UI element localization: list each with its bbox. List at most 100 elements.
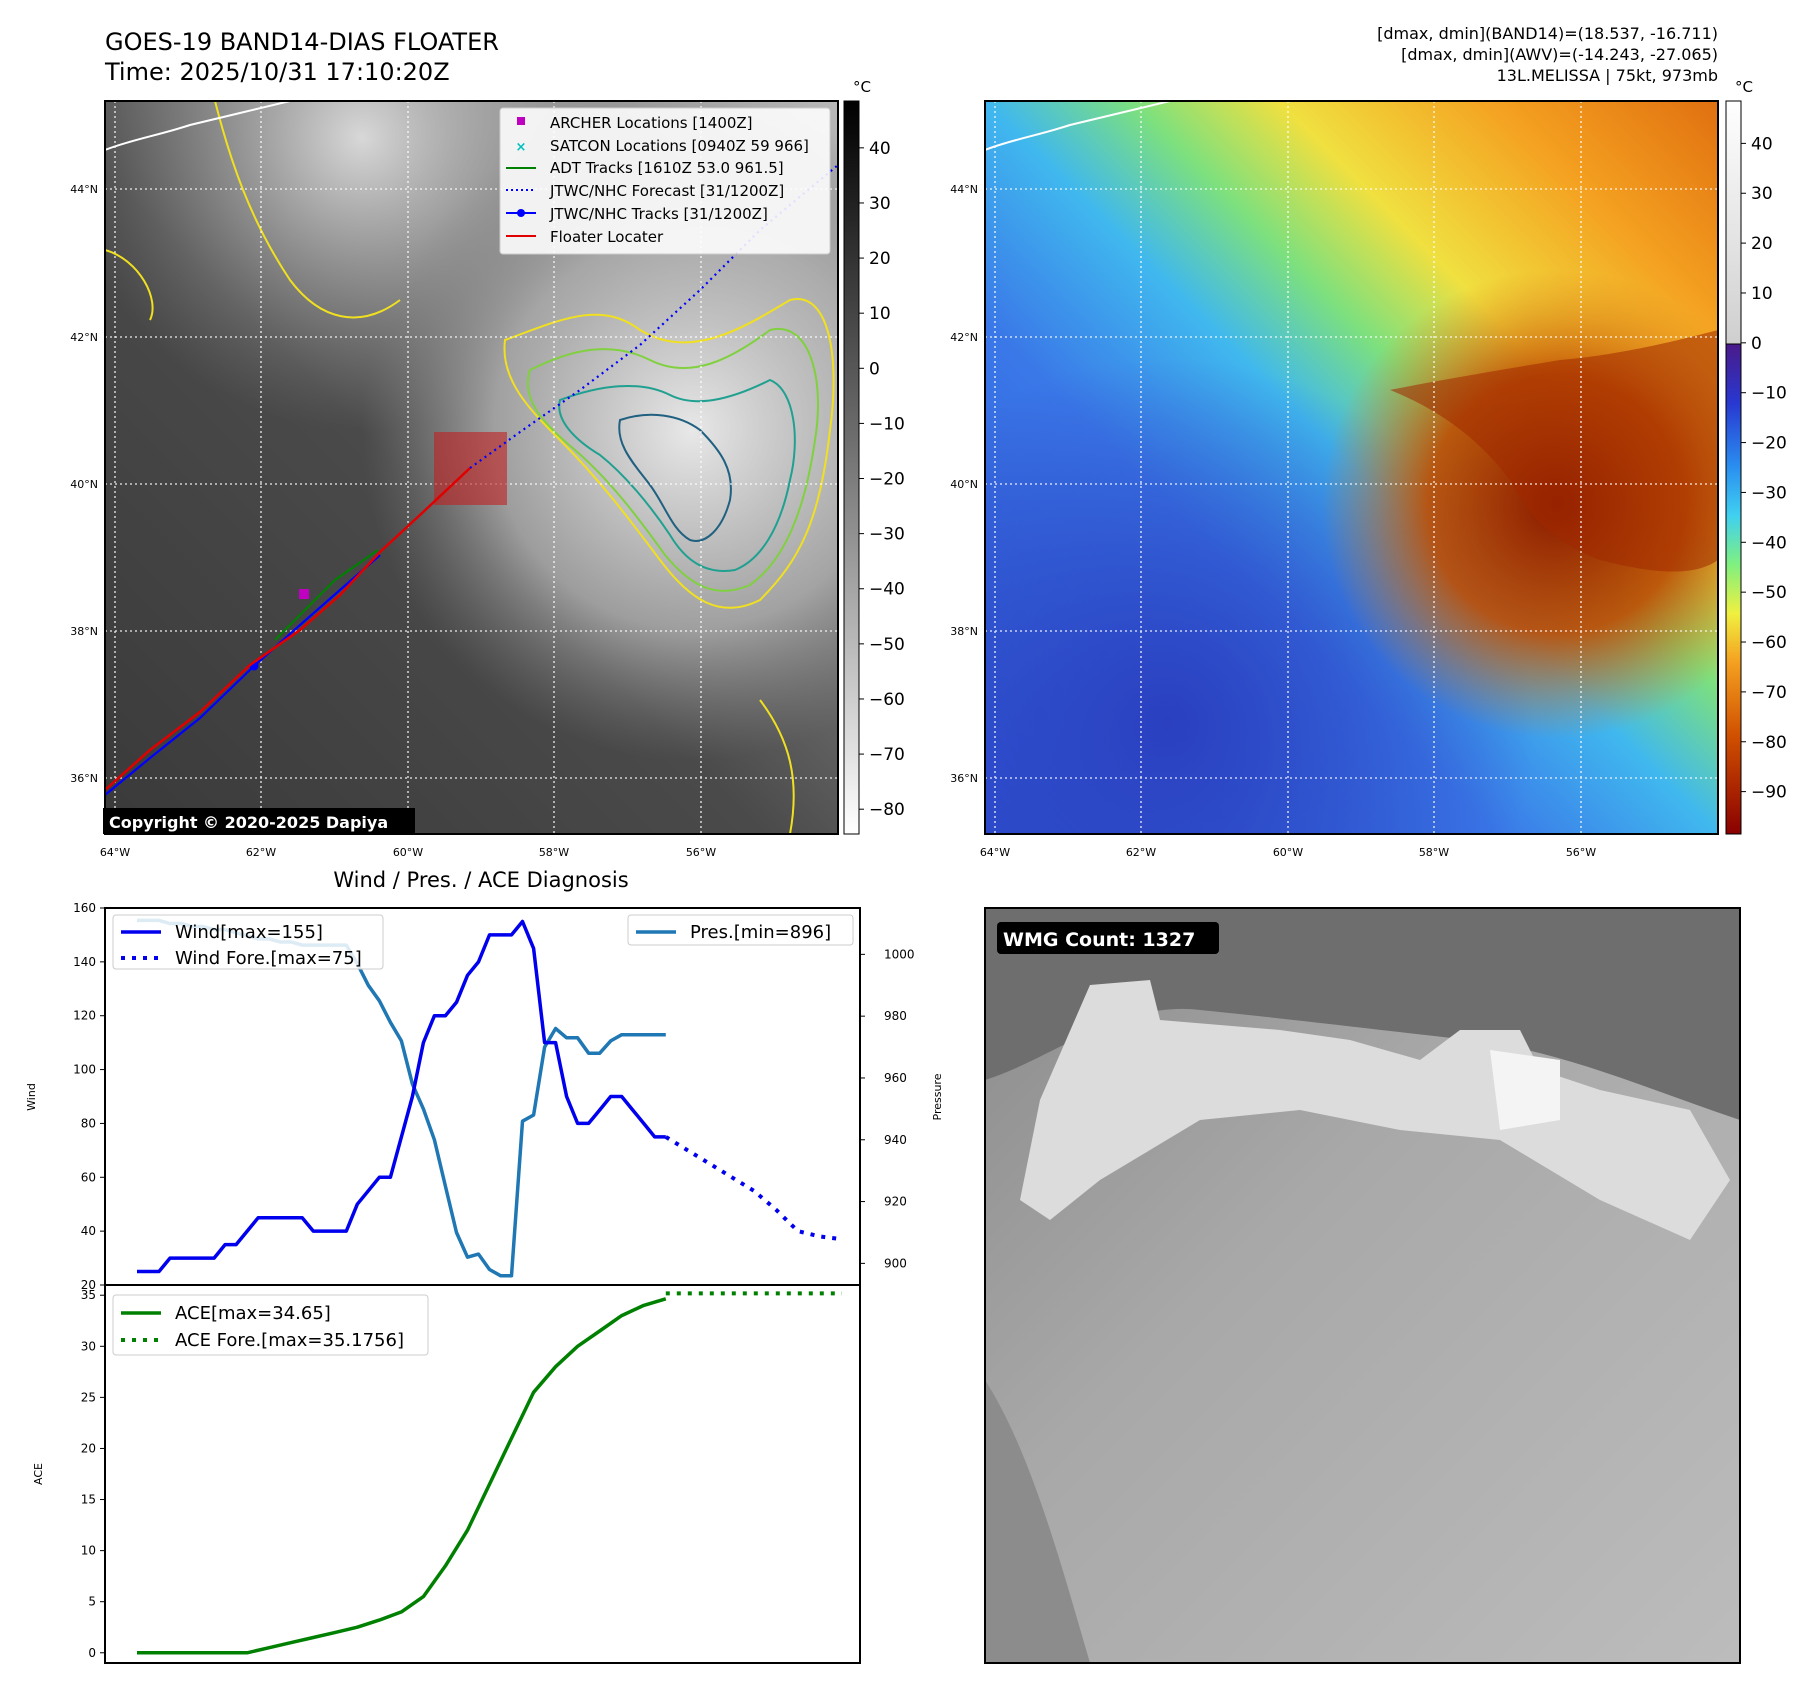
svg-text:42°N: 42°N [950, 331, 978, 344]
colorbar-tick-label: −20 [1751, 434, 1787, 454]
ace-axis-label: ACE [32, 1463, 45, 1485]
diagnosis-title: Wind / Pres. / ACE Diagnosis [333, 868, 628, 892]
colorbar-tick-label: −80 [869, 800, 905, 820]
copyright-label: Copyright © 2020-2025 Dapiya [109, 813, 388, 832]
pressure-ytick-label: 900 [884, 1256, 907, 1270]
ir-lat-labels: 44°N 42°N 40°N 38°N 36°N [70, 183, 98, 785]
colorbar-tick-label: −70 [1751, 683, 1787, 703]
stats-awv: [dmax, dmin](AWV)=(-14.243, -27.065) [1401, 45, 1718, 64]
svg-text:SATCON Locations [0940Z 59 966: SATCON Locations [0940Z 59 966] [550, 137, 809, 155]
colorbar-tick-label: −10 [1751, 384, 1787, 404]
wind-forecast-legend-label: Wind Fore.[max=75] [175, 948, 362, 969]
pressure-ytick-label: 980 [884, 1009, 907, 1023]
ir-map-panel: Copyright © 2020-2025 Dapiya ARCHER Loca… [70, 78, 905, 859]
ace-ytick-label: 5 [88, 1595, 96, 1609]
colorbar-tick-label: 0 [869, 359, 880, 379]
svg-text:°C: °C [1735, 78, 1753, 96]
colorbar-tick-label: −80 [1751, 733, 1787, 753]
colorbar-tick-label: −30 [869, 525, 905, 545]
colorbar-tick-label: 0 [1751, 334, 1762, 354]
colorbar-tick-label: 40 [1751, 134, 1773, 154]
wv-colorbar: °C 40 30 20 10 0 −10 −20 −30 −40 −50 −60 −70 −80 −90 [1725, 78, 1787, 835]
ace-ytick-label: 0 [88, 1646, 96, 1660]
ir-colorbar: °C 40 30 20 10 0 −10 −20 −30 −40 −50 −60 −70 −80 [843, 78, 905, 835]
pressure-legend: Pres.[min=896] [627, 914, 854, 946]
colorbar-tick-label: −40 [1751, 533, 1787, 553]
legend-item-forecast: JTWC/NHC Forecast [31/1200Z] [506, 182, 784, 200]
wind-ytick-label: 60 [81, 1170, 96, 1184]
contour-yellow-coast [105, 101, 795, 834]
colorbar-tick-label: −50 [869, 635, 905, 655]
coastline-wv [985, 101, 1171, 151]
svg-text:ADT Tracks [1610Z 53.0 961.5]: ADT Tracks [1610Z 53.0 961.5] [550, 159, 784, 177]
colorbar-tick-label: −30 [1751, 483, 1787, 503]
wind-ytick-label: 120 [73, 1009, 96, 1023]
svg-text:°C: °C [853, 78, 871, 96]
pressure-axis-label: Pressure [931, 1073, 944, 1120]
ace-ytick-label: 30 [81, 1339, 96, 1353]
ace-line [137, 1297, 667, 1655]
pressure-line [137, 918, 666, 1278]
legend-item-adt: ADT Tracks [1610Z 53.0 961.5] [506, 159, 784, 177]
ace-legend-label: ACE[max=34.65] [175, 1303, 331, 1324]
colorbar-tick-label: 20 [1751, 234, 1773, 254]
ace-ytick-label: 35 [81, 1288, 96, 1302]
svg-text:38°N: 38°N [950, 625, 978, 638]
colorbar-tick-label: 30 [869, 194, 891, 214]
svg-text:56°W: 56°W [686, 846, 716, 859]
colorbar-tick-label: 40 [869, 139, 891, 159]
svg-text:36°N: 36°N [70, 772, 98, 785]
wmg-count-label: WMG Count: 1327 [1003, 929, 1195, 951]
svg-text:60°W: 60°W [393, 846, 423, 859]
pressure-legend-label: Pres.[min=896] [690, 922, 831, 943]
wind-axis-label: Wind [25, 1083, 38, 1111]
ace-legend-box [112, 1294, 429, 1356]
contour-yellow [503, 298, 835, 609]
contour-teal [558, 378, 796, 572]
colorbar-tick-label: −90 [1751, 783, 1787, 803]
archer-location [299, 589, 309, 599]
colorbar-tick-label: −60 [1751, 633, 1787, 653]
ace-ytick-label: 25 [81, 1390, 96, 1404]
figure-time: Time: 2025/10/31 17:10:20Z [104, 58, 450, 86]
wind-legend-box [112, 914, 384, 970]
adt-track [274, 549, 379, 641]
pressure-ytick-label: 960 [884, 1071, 907, 1085]
svg-text:64°W: 64°W [100, 846, 130, 859]
colorbar-tick-label: −40 [869, 580, 905, 600]
wv-gridlines [985, 101, 1718, 834]
svg-text:58°W: 58°W [1419, 846, 1449, 859]
ace-forecast-legend-label: ACE Fore.[max=35.1756] [175, 1330, 404, 1351]
wind-ytick-label: 140 [73, 955, 96, 969]
colorbar-tick-label: 10 [869, 304, 891, 324]
wind-ytick-label: 40 [81, 1224, 96, 1238]
map-legend: ARCHER Locations [1400Z] × SATCON Locati… [499, 107, 831, 255]
legend-item-floater: Floater Locater [506, 228, 664, 246]
wv-lon-labels: 64°W 62°W 60°W 58°W 56°W [980, 846, 1596, 859]
colorbar-tick-label: −20 [869, 470, 905, 490]
coastline [105, 101, 291, 151]
stats-band14: [dmax, dmin](BAND14)=(18.537, -16.711) [1377, 24, 1718, 43]
pressure-ytick-label: 1000 [884, 947, 915, 961]
contour-green [526, 327, 819, 592]
colorbar-tick-label: 20 [869, 249, 891, 269]
ace-legend: ACE[max=34.65] ACE Fore.[max=35.1756] [112, 1294, 429, 1356]
jtwc-forecast-track [469, 164, 838, 469]
svg-text:60°W: 60°W [1273, 846, 1303, 859]
legend-item-satcon: × SATCON Locations [0940Z 59 966] [516, 137, 809, 155]
wv-dark-band [1390, 330, 1718, 572]
svg-text:44°N: 44°N [950, 183, 978, 196]
ace-chart: 0 5 10 15 20 25 30 35 ACE ACE[max=34.65] ACE Fore.… [32, 1284, 861, 1664]
svg-text:JTWC/NHC Forecast [31/1200Z]: JTWC/NHC Forecast [31/1200Z] [549, 182, 784, 200]
colorbar-tick-label: −10 [869, 414, 905, 434]
svg-text:40°N: 40°N [70, 478, 98, 491]
storm-info: 13L.MELISSA | 75kt, 973mb [1497, 66, 1718, 85]
colorbar-tick-label: −60 [869, 690, 905, 710]
svg-text:×: × [516, 140, 527, 155]
svg-text:40°N: 40°N [950, 478, 978, 491]
svg-text:Floater Locater: Floater Locater [550, 228, 664, 246]
wind-line [137, 919, 666, 1274]
svg-text:56°W: 56°W [1566, 846, 1596, 859]
wind-pressure-chart: 20 40 60 80 100 120 140 160 900 920 940 960 980 1000 W… [25, 901, 944, 1292]
